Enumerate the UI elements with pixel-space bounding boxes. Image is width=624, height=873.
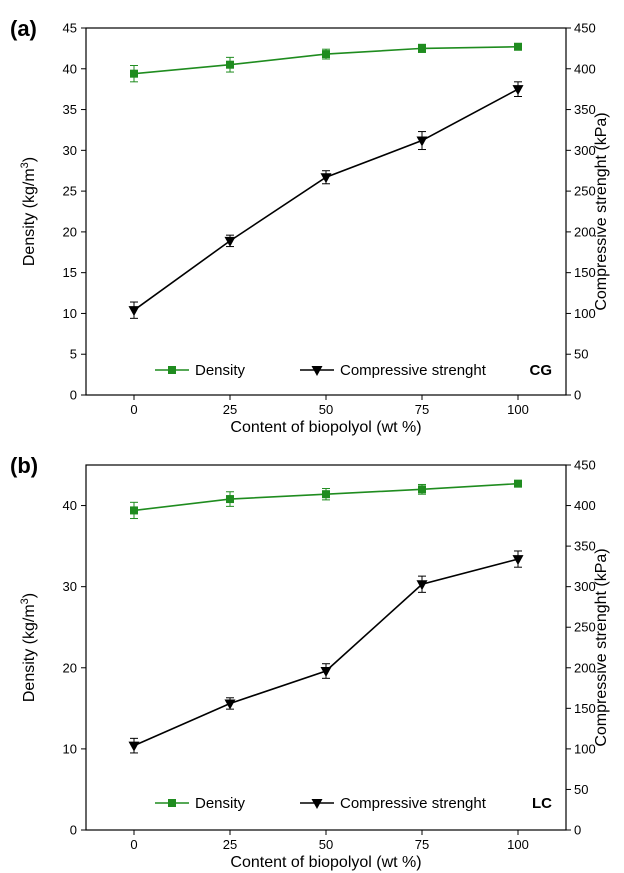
chart-panel-1: 0 25 50 75 100051015202530354045050100150200…: [10, 16, 610, 436]
y-right-tick-label: 350: [574, 102, 596, 117]
y-right-tick-label: 400: [574, 61, 596, 76]
y-right-tick-label: 250: [574, 184, 596, 199]
y-right-tick-label: 350: [574, 539, 596, 554]
legend-label: Density: [195, 362, 246, 379]
y-right-tick-label: 450: [574, 21, 596, 36]
series-compressive-strength: [128, 81, 524, 319]
data-point: [514, 42, 522, 51]
x-tick-label: 75: [415, 402, 429, 417]
panel-tag: LC: [532, 795, 552, 812]
y-right-tick-label: 450: [574, 458, 596, 473]
data-point: [320, 173, 332, 184]
x-tick-label: 100: [507, 402, 529, 417]
y-left-tick-label: 20: [63, 224, 77, 239]
y-right-tick-label: 50: [574, 782, 588, 797]
data-point: [418, 44, 426, 53]
data-point: [322, 50, 330, 59]
y-left-tick-label: 0: [70, 823, 77, 838]
x-tick-label: 0: [130, 837, 137, 852]
y-right-tick-label: 0: [574, 388, 581, 403]
data-point: [130, 506, 138, 515]
y-left-tick-label: 10: [63, 306, 77, 321]
y-left-tick-label: 35: [63, 102, 77, 117]
data-point: [128, 741, 140, 752]
data-point: [416, 136, 428, 147]
legend-marker: [311, 366, 323, 376]
y-right-tick-label: 300: [574, 143, 596, 158]
panel-tag: CG: [530, 362, 553, 379]
y-right-tick-label: 150: [574, 265, 596, 280]
y-left-tick-label: 15: [63, 265, 77, 280]
x-tick-label: 0: [130, 402, 137, 417]
y-left-tick-label: 20: [63, 660, 77, 675]
series-line: [133, 558, 519, 747]
chart-panel-2: 0 25 50 75 100010203040050100150200250300350…: [10, 453, 610, 871]
data-point: [226, 495, 234, 504]
legend-marker: [311, 799, 323, 809]
series-density: [130, 479, 522, 520]
y-left-tick-label: 30: [63, 143, 77, 158]
y-left-tick-label: 5: [70, 347, 77, 362]
y-left-tick-label: 30: [63, 579, 77, 594]
y-right-tick-label: 150: [574, 701, 596, 716]
y-left-axis-label: Density (kg/m3): [19, 593, 38, 702]
y-left-tick-label: 10: [63, 741, 77, 756]
x-tick-label: 25: [223, 837, 237, 852]
legend: Density Compressive strenght: [155, 362, 487, 379]
x-tick-label: 25: [223, 402, 237, 417]
legend: Density Compressive strenght: [155, 795, 487, 812]
y-right-tick-label: 50: [574, 347, 588, 362]
legend-label: Density: [195, 795, 246, 812]
series-line: [133, 88, 519, 311]
legend-label: Compressive strenght: [340, 795, 487, 812]
x-axis-label: Content of biopolyol (wt %): [230, 854, 421, 871]
series-density: [130, 42, 522, 83]
data-point: [226, 60, 234, 69]
y-left-tick-label: 40: [63, 61, 77, 76]
x-tick-label: 50: [319, 402, 333, 417]
x-tick-label: 75: [415, 837, 429, 852]
y-right-axis-label: Compressive strenght (kPa): [593, 112, 610, 310]
y-left-axis-label: Density (kg/m3): [19, 157, 38, 266]
x-tick-label: 100: [507, 837, 529, 852]
data-point: [512, 555, 524, 566]
y-left-tick-label: 0: [70, 388, 77, 403]
y-left-tick-label: 25: [63, 184, 77, 199]
y-right-tick-label: 100: [574, 741, 596, 756]
data-point: [514, 479, 522, 488]
y-right-tick-label: 100: [574, 306, 596, 321]
y-right-tick-label: 200: [574, 660, 596, 675]
plot-frame: [85, 464, 567, 831]
y-right-axis-label: Compressive strenght (kPa): [593, 548, 610, 746]
y-right-tick-label: 250: [574, 620, 596, 635]
x-tick-label: 50: [319, 837, 333, 852]
panel-label: (b): [10, 453, 38, 478]
data-point: [224, 236, 236, 247]
data-point: [418, 485, 426, 494]
legend-label: Compressive strenght: [340, 362, 487, 379]
data-point: [320, 667, 332, 678]
data-point: [130, 69, 138, 78]
plot-frame: [85, 27, 567, 396]
series-compressive-strength: [128, 550, 524, 754]
data-point: [322, 490, 330, 499]
y-left-tick-label: 40: [63, 498, 77, 513]
legend-marker: [168, 366, 176, 374]
y-right-tick-label: 200: [574, 224, 596, 239]
data-point: [416, 580, 428, 591]
legend-marker: [168, 799, 176, 807]
x-axis-label: Content of biopolyol (wt %): [230, 419, 421, 436]
y-right-tick-label: 300: [574, 579, 596, 594]
data-point: [512, 85, 524, 96]
y-right-tick-label: 0: [574, 823, 581, 838]
data-point: [224, 699, 236, 710]
y-left-tick-label: 45: [63, 21, 77, 36]
data-point: [128, 306, 140, 317]
panel-label: (a): [10, 16, 37, 41]
y-right-tick-label: 400: [574, 498, 596, 513]
